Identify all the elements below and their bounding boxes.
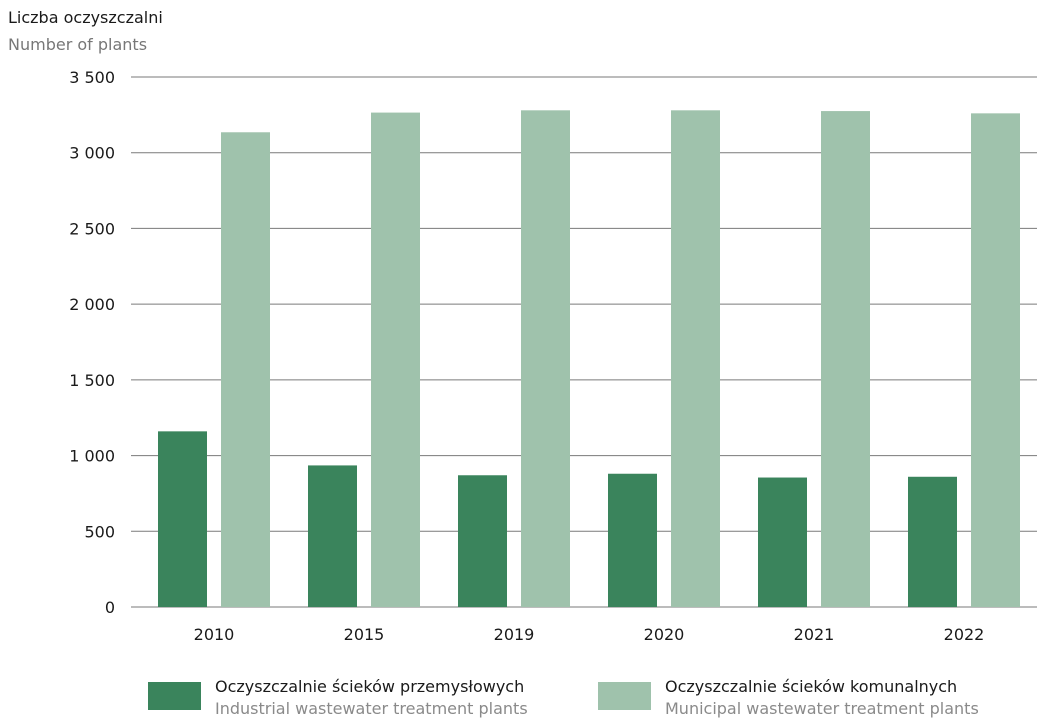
x-tick-label: 2019 bbox=[494, 625, 535, 644]
bar-municipal bbox=[671, 110, 720, 608]
y-tick-label: 1 500 bbox=[69, 371, 115, 390]
bar-industrial bbox=[158, 431, 207, 607]
bar-municipal bbox=[521, 110, 570, 608]
y-tick-label: 2 500 bbox=[69, 219, 115, 238]
chart-subtitle: Number of plants bbox=[8, 35, 147, 54]
x-axis-ticks: 2010 2015 2019 2020 2021 2022 bbox=[194, 625, 985, 644]
bar-industrial bbox=[608, 473, 657, 607]
y-tick-label: 3 500 bbox=[69, 68, 115, 87]
legend-sublabel-municipal: Municipal wastewater treatment plants bbox=[665, 699, 979, 718]
legend: Oczyszczalnie ścieków przemysłowych Indu… bbox=[148, 677, 979, 718]
y-axis-ticks: 0 500 1 000 1 500 2 000 2 500 3 000 3 500 bbox=[69, 68, 115, 617]
y-tick-label: 0 bbox=[105, 598, 115, 617]
y-tick-label: 1 000 bbox=[69, 447, 115, 466]
x-tick-label: 2010 bbox=[194, 625, 235, 644]
x-tick-label: 2021 bbox=[794, 625, 835, 644]
bars bbox=[158, 110, 1020, 608]
legend-label-industrial: Oczyszczalnie ścieków przemysłowych bbox=[215, 677, 524, 696]
bar-municipal bbox=[221, 132, 270, 607]
bar-municipal bbox=[971, 113, 1020, 607]
bar-municipal bbox=[821, 111, 870, 608]
y-tick-label: 3 000 bbox=[69, 144, 115, 163]
chart-title: Liczba oczyszczalni bbox=[8, 8, 163, 27]
bar-industrial bbox=[458, 475, 507, 607]
bar-industrial bbox=[758, 477, 807, 607]
bar-industrial bbox=[308, 465, 357, 607]
legend-label-municipal: Oczyszczalnie ścieków komunalnych bbox=[665, 677, 957, 696]
legend-swatch-industrial bbox=[148, 682, 201, 710]
gridlines bbox=[131, 76, 1037, 608]
y-tick-label: 500 bbox=[84, 522, 115, 541]
x-tick-label: 2020 bbox=[644, 625, 685, 644]
legend-swatch-municipal bbox=[598, 682, 651, 710]
bar-municipal bbox=[371, 112, 420, 607]
x-tick-label: 2015 bbox=[344, 625, 385, 644]
bar-industrial bbox=[908, 476, 957, 607]
y-tick-label: 2 000 bbox=[69, 295, 115, 314]
x-tick-label: 2022 bbox=[944, 625, 985, 644]
legend-sublabel-industrial: Industrial wastewater treatment plants bbox=[215, 699, 528, 718]
